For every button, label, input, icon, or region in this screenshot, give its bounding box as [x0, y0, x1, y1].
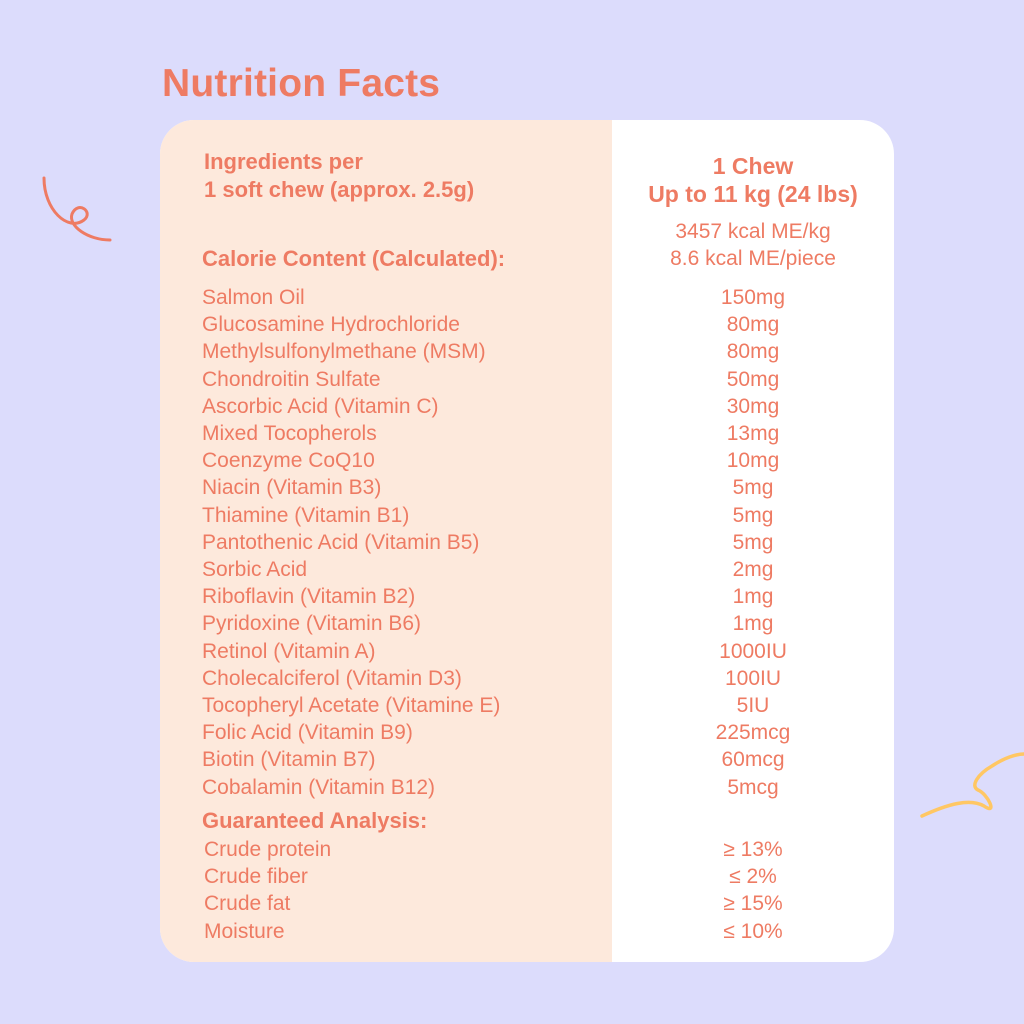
- guaranteed-analysis-label: Guaranteed Analysis:: [202, 808, 428, 833]
- analysis-name: Crude fiber: [204, 865, 308, 889]
- ingredient-amount: 150mg: [720, 286, 786, 309]
- ingredient-amount: 225mcg: [715, 721, 791, 745]
- ingredient-name: Cholecalciferol (Vitamin D3): [202, 666, 462, 690]
- ingredient-amount: 30mg: [726, 394, 780, 418]
- analysis-name: Moisture: [204, 919, 285, 943]
- ingredient-name: Folic Acid (Vitamin B9): [202, 721, 413, 745]
- ingredient-name: Glucosamine Hydrochloride: [202, 313, 460, 337]
- ingredient-name: Riboflavin (Vitamin B2): [202, 585, 416, 609]
- ingredient-amount: 60mcg: [721, 748, 785, 772]
- ingredient-name: Tocopheryl Acetate (Vitamine E): [202, 694, 501, 717]
- ingredient-name: Mixed Tocopherols: [202, 422, 377, 445]
- ingredient-amount: 13mg: [726, 422, 780, 445]
- ingredient-amount: 5mg: [732, 503, 774, 527]
- ingredient-name: Retinol (Vitamin A): [202, 639, 376, 663]
- ingredient-amount: 100IU: [724, 666, 782, 690]
- squiggle-left-decoration: [42, 176, 112, 242]
- page-title: Nutrition Facts: [162, 62, 441, 105]
- ingredient-name: Niacin (Vitamin B3): [202, 476, 382, 500]
- analysis-amount: ≥ 13%: [723, 838, 783, 861]
- squiggle-right-decoration: [920, 752, 1024, 818]
- ingredient-name: Pantothenic Acid (Vitamin B5): [202, 530, 480, 554]
- ingredient-name: Methylsulfonylmethane (MSM): [202, 340, 486, 364]
- ingredient-amount: 10mg: [726, 449, 780, 473]
- ingredient-name: Ascorbic Acid (Vitamin C): [202, 394, 439, 418]
- analysis-name: Crude fat: [204, 892, 291, 916]
- calorie-value-per-piece: 8.6 kcal ME/piece: [670, 247, 836, 270]
- calorie-content-label: Calorie Content (Calculated):: [202, 246, 506, 271]
- analysis-amount: ≥ 15%: [723, 892, 783, 916]
- nutrition-card: Ingredients per 1 soft chew (approx. 2.5…: [160, 120, 894, 962]
- ingredient-name: Coenzyme CoQ10: [202, 449, 375, 473]
- serving-size-label: 1 soft chew (approx. 2.5g): [204, 177, 475, 202]
- ingredient-amount: 2mg: [732, 558, 774, 581]
- ingredients-per-label: Ingredients per: [204, 149, 363, 174]
- ingredient-amount: 5mcg: [727, 775, 779, 799]
- ingredient-amount: 5mg: [732, 476, 774, 500]
- ingredient-name: Salmon Oil: [202, 286, 305, 309]
- ingredient-name: Thiamine (Vitamin B1): [202, 503, 410, 527]
- chew-count-header: 1 Chew: [712, 153, 794, 179]
- calorie-value-per-kg: 3457 kcal ME/kg: [675, 220, 831, 243]
- ingredient-name: Biotin (Vitamin B7): [202, 748, 376, 772]
- analysis-name: Crude protein: [204, 838, 332, 861]
- ingredient-amount: 1000IU: [719, 639, 787, 663]
- ingredient-name: Cobalamin (Vitamin B12): [202, 775, 436, 799]
- ingredient-name: Sorbic Acid: [202, 558, 308, 581]
- analysis-amount: ≤ 2%: [729, 865, 777, 889]
- ingredient-amount: 1mg: [732, 612, 774, 636]
- weight-range-header: Up to 11 kg (24 lbs): [648, 181, 858, 207]
- ingredient-amount: 80mg: [726, 340, 780, 364]
- analysis-amount: ≤ 10%: [723, 919, 783, 943]
- ingredient-amount: 1mg: [732, 585, 774, 609]
- left-panel: [160, 120, 612, 962]
- ingredient-name: Pyridoxine (Vitamin B6): [202, 612, 422, 636]
- ingredient-amount: 5mg: [732, 530, 774, 554]
- ingredient-name: Chondroitin Sulfate: [202, 367, 381, 391]
- ingredient-amount: 5IU: [736, 694, 770, 717]
- ingredient-amount: 80mg: [726, 313, 780, 337]
- ingredient-amount: 50mg: [726, 367, 780, 391]
